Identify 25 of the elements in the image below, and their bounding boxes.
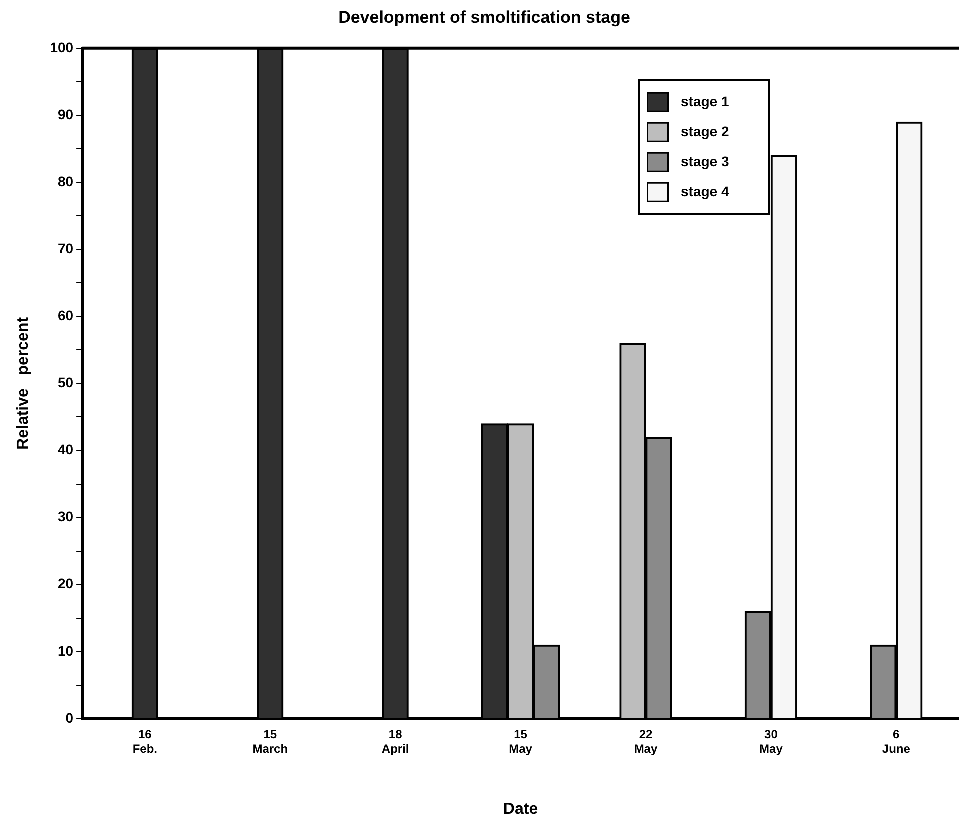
legend-label: stage 2 [681, 123, 730, 140]
y-tick-label: 0 [66, 710, 74, 726]
y-tick-label: 40 [58, 442, 74, 458]
legend-label: stage 1 [681, 93, 730, 110]
y-tick-label: 100 [50, 39, 74, 56]
legend-label: stage 4 [681, 183, 730, 200]
x-tick-label: 18 April [382, 728, 410, 756]
x-axis-title: Date [503, 800, 538, 818]
x-tick-label: 16 Feb. [132, 728, 158, 756]
y-tick-label: 80 [58, 173, 74, 190]
x-tick-label: 30 May [760, 728, 784, 756]
y-tick-label: 70 [58, 240, 74, 256]
chart-title: Development of smoltification stage [338, 8, 630, 27]
y-tick-label: 90 [58, 106, 74, 122]
y-tick-label: 60 [58, 308, 74, 324]
x-tick-label: 15 May [509, 728, 533, 756]
x-tick-label: 15 March [252, 728, 288, 756]
x-tick-label: 22 May [634, 728, 658, 756]
legend-label: stage 3 [681, 153, 730, 170]
x-tick-label: 6 June [882, 728, 911, 756]
y-tick-label: 50 [58, 374, 74, 391]
y-tick-label: 10 [58, 642, 74, 659]
y-tick-label: 30 [58, 508, 74, 525]
y-tick-label: 20 [58, 576, 74, 592]
y-axis-title: Relative percent [15, 316, 32, 450]
